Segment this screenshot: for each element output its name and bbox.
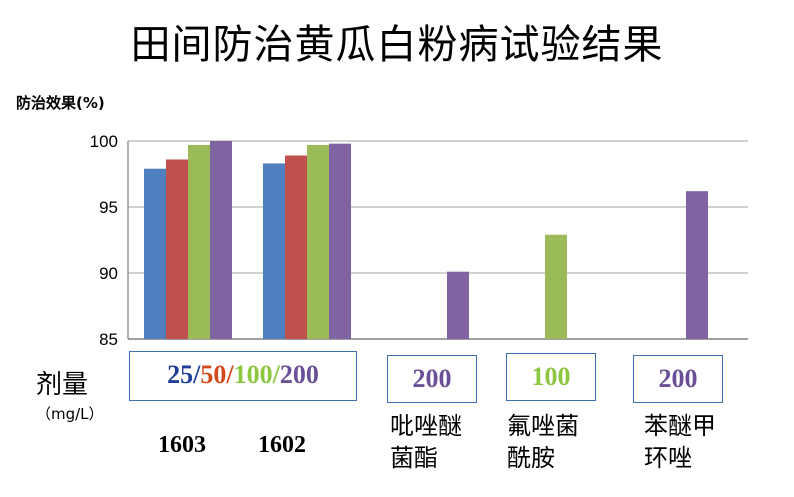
dose-sep: /	[272, 360, 280, 389]
bar	[263, 163, 285, 339]
dose-200: 200	[279, 360, 319, 389]
dose-label: 剂量	[36, 370, 89, 400]
bar	[307, 144, 329, 339]
dose-100: 100	[233, 360, 273, 389]
category-line: 菌酯	[390, 444, 438, 472]
category-difenoconazole: 苯醚甲 环唑	[644, 410, 716, 474]
category-line: 环唑	[644, 444, 692, 472]
y-tick-label: 85	[99, 330, 118, 349]
dose-box-fluopyram: 100	[506, 353, 596, 401]
y-axis-label: 防治效果(%)	[16, 94, 105, 112]
category-fluopyram: 氟唑菌 酰胺	[507, 410, 579, 474]
bar	[210, 141, 232, 339]
bar	[144, 168, 166, 339]
dose-unit: （mg/L）	[36, 405, 104, 423]
dose-25: 25	[167, 360, 194, 389]
category-1602: 1602	[258, 432, 306, 458]
dose-sep: /	[226, 360, 234, 389]
bar	[545, 234, 567, 339]
bar	[329, 143, 351, 339]
dose-50: 50	[200, 360, 227, 389]
dose-box-difenoconazole: 200	[633, 355, 723, 403]
bar	[285, 155, 307, 339]
dose-box-pyraclostrobin: 200	[387, 355, 477, 403]
bar	[166, 159, 188, 339]
bar	[447, 271, 469, 339]
category-line: 苯醚甲	[644, 412, 716, 440]
bar	[188, 144, 210, 339]
y-tick-label: 95	[99, 198, 118, 217]
chart-title: 田间防治黄瓜白粉病试验结果	[130, 22, 664, 68]
dose-value: 200	[658, 364, 698, 393]
category-line: 酰胺	[507, 444, 555, 472]
category-pyraclostrobin: 吡唑醚 菌酯	[390, 410, 462, 474]
bar	[686, 191, 708, 339]
y-tick-label: 90	[99, 264, 118, 283]
category-1603: 1603	[158, 432, 206, 458]
dose-value: 100	[531, 362, 571, 391]
dose-box-combo: 25/50/100/200	[129, 351, 357, 401]
category-line: 氟唑菌	[507, 412, 579, 440]
dose-value: 200	[412, 364, 452, 393]
dose-sep: /	[193, 360, 201, 389]
y-tick-label: 100	[90, 132, 118, 151]
category-line: 吡唑醚	[390, 412, 462, 440]
